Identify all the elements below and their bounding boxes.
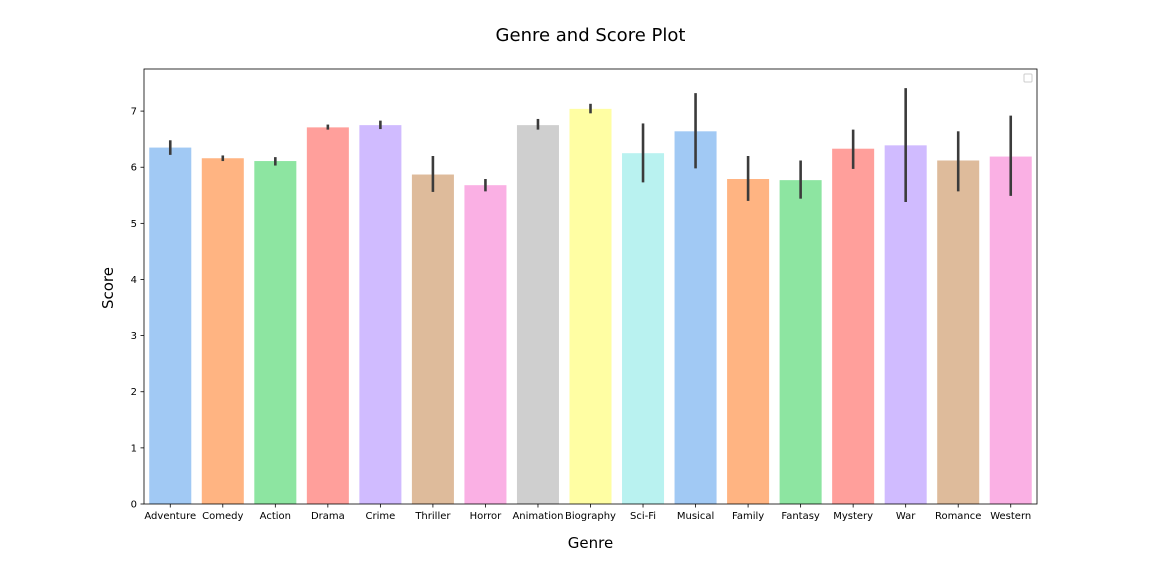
bar-sci-fi <box>622 153 665 504</box>
y-tick-label: 1 <box>131 443 137 454</box>
x-tick-label: Drama <box>311 511 345 522</box>
y-tick-label: 3 <box>131 331 137 342</box>
bar-musical <box>674 131 717 504</box>
bar-biography <box>569 108 612 504</box>
y-axis-title: Score <box>99 267 117 309</box>
x-tick-label: Musical <box>677 511 714 522</box>
bar-western <box>989 156 1032 505</box>
y-tick-label: 2 <box>131 387 137 398</box>
bar-comedy <box>201 158 244 504</box>
x-tick-label: Family <box>732 511 764 522</box>
x-tick-label: Mystery <box>833 511 873 522</box>
bar-war <box>884 145 927 504</box>
x-tick-label: Horror <box>470 511 503 522</box>
bar-crime <box>359 125 402 505</box>
x-axis-title: Genre <box>568 534 613 552</box>
bar-mystery <box>832 148 875 504</box>
y-tick-label: 6 <box>131 163 137 174</box>
y-tick-label: 0 <box>131 500 137 511</box>
bar-family <box>727 179 770 504</box>
x-tick-label: Sci-Fi <box>630 511 656 522</box>
bar-romance <box>937 160 980 504</box>
legend-box <box>1023 73 1033 83</box>
x-tick-label: Adventure <box>144 511 196 522</box>
bar-fantasy <box>779 180 822 504</box>
bar-animation <box>516 125 559 505</box>
bar-horror <box>464 185 507 504</box>
chart-title: Genre and Score Plot <box>496 25 686 46</box>
y-tick-label: 4 <box>131 275 137 286</box>
error-bars-layer <box>168 88 1013 203</box>
x-tick-label: Crime <box>365 511 395 522</box>
y-tick-label: 5 <box>131 219 137 230</box>
x-tick-label: Biography <box>565 511 616 522</box>
x-tick-label: Romance <box>935 511 981 522</box>
x-tick-label: Animation <box>512 511 563 522</box>
bars-layer <box>149 108 1032 505</box>
bar-action <box>254 161 297 504</box>
axes-layer: Adventure Comedy Action Drama Crime Thriller H… <box>131 68 1038 522</box>
x-tick-label: Western <box>990 511 1031 522</box>
x-tick-label: Thriller <box>414 511 451 522</box>
y-tick-label: 7 <box>131 107 137 118</box>
bar-adventure <box>149 147 192 505</box>
x-tick-label: War <box>896 511 916 522</box>
x-tick-label: Comedy <box>202 511 243 522</box>
plot-frame <box>143 68 1038 505</box>
x-tick-label: Action <box>260 511 291 522</box>
bar-drama <box>306 127 349 504</box>
x-tick-label: Fantasy <box>781 511 820 522</box>
bar-thriller <box>411 174 454 504</box>
